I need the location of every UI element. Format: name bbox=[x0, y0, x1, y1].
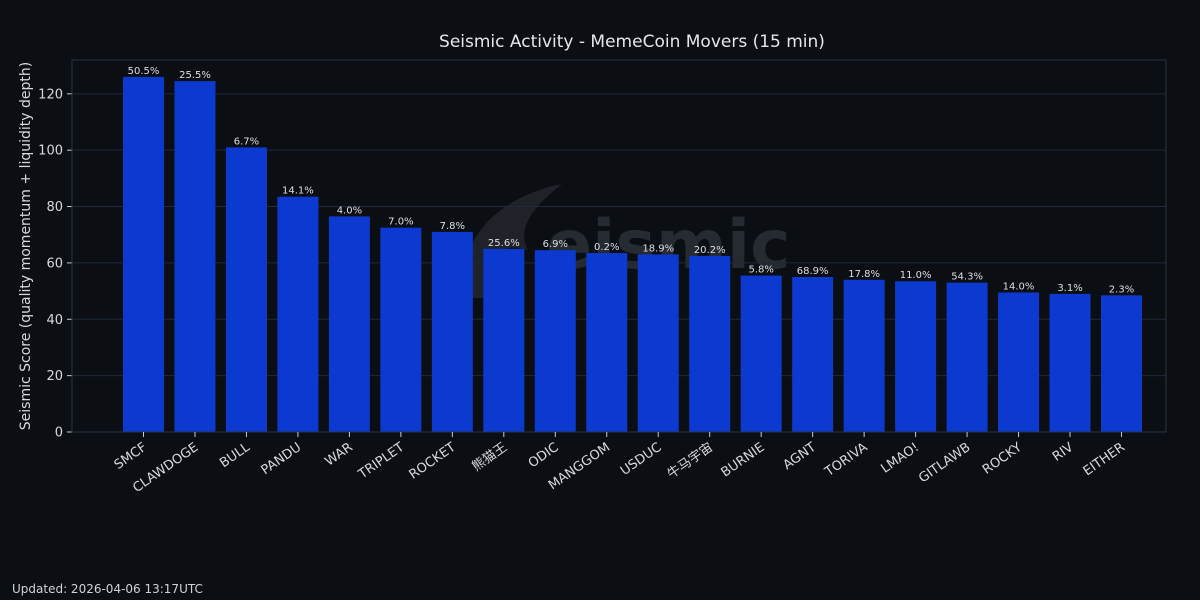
x-tick-label: BURNIE bbox=[719, 440, 768, 481]
bar-data-label: 50.5% bbox=[128, 66, 160, 77]
bar bbox=[534, 250, 576, 432]
bar-data-label: 4.0% bbox=[337, 205, 362, 216]
x-tick-label: SMCF bbox=[112, 440, 150, 473]
bar bbox=[843, 279, 885, 432]
x-tick-label: PANDU bbox=[259, 440, 305, 478]
bar-data-label: 7.8% bbox=[440, 221, 465, 232]
bar bbox=[637, 254, 679, 432]
bar-data-label: 54.3% bbox=[951, 272, 983, 283]
bar-data-label: 2.3% bbox=[1109, 284, 1134, 295]
y-tick-label: 60 bbox=[46, 256, 63, 271]
bars bbox=[123, 76, 1142, 433]
y-tick-label: 0 bbox=[55, 426, 63, 441]
bar-data-label: 18.9% bbox=[642, 243, 674, 254]
bar bbox=[792, 277, 834, 432]
x-tick-label: ROCKET bbox=[407, 440, 459, 483]
bar bbox=[740, 275, 782, 432]
bar-data-label: 20.2% bbox=[694, 245, 726, 256]
bar bbox=[328, 216, 370, 432]
x-tick-label: RIV bbox=[1050, 440, 1077, 465]
bar bbox=[586, 253, 628, 432]
x-tick-label: ODIC bbox=[526, 440, 562, 471]
plot-frame bbox=[71, 59, 1167, 433]
bar bbox=[483, 248, 525, 432]
data-labels: 50.5% 25.5% 6.7% 14.1% 4.0% 7.0% 7.8% 25.6% 6.9%… bbox=[128, 66, 1135, 295]
bar-data-label: 14.0% bbox=[1003, 282, 1035, 293]
x-tick-label: TORIVA bbox=[822, 440, 871, 480]
bar-data-label: 5.8% bbox=[748, 265, 773, 276]
x-tick-label: GITLAWB bbox=[916, 440, 973, 486]
chart-title: Seismic Activity - MemeCoin Movers (15 m… bbox=[439, 32, 825, 52]
y-tick-label: 100 bbox=[38, 144, 63, 159]
bar bbox=[895, 281, 937, 432]
y-tick-labels: 0 20 40 60 80 100 120 bbox=[38, 87, 63, 440]
bar bbox=[1049, 293, 1091, 432]
bar-data-label: 68.9% bbox=[797, 266, 829, 277]
bar bbox=[123, 76, 164, 432]
x-tick-label: 牛马宇宙 bbox=[665, 440, 716, 482]
bar bbox=[225, 147, 267, 432]
y-tick-label: 20 bbox=[46, 369, 63, 384]
bar bbox=[174, 81, 216, 433]
y-tick-label: 40 bbox=[46, 313, 63, 328]
bar-data-label: 0.2% bbox=[594, 242, 619, 253]
x-tick-label: EITHER bbox=[1081, 440, 1128, 479]
bar-data-label: 25.5% bbox=[179, 70, 211, 81]
y-tick-label: 80 bbox=[46, 200, 63, 215]
x-tick-label: AGNT bbox=[781, 440, 819, 473]
axes bbox=[67, 59, 1167, 437]
x-tick-label: BULL bbox=[217, 440, 253, 472]
bar bbox=[1101, 295, 1142, 432]
bar bbox=[380, 227, 422, 432]
bar-data-label: 6.7% bbox=[234, 136, 259, 147]
x-tick-label: WAR bbox=[322, 440, 355, 470]
bar-data-label: 14.1% bbox=[282, 186, 314, 197]
bar-data-label: 11.0% bbox=[900, 270, 932, 281]
bar-data-label: 17.8% bbox=[848, 269, 880, 280]
bar-data-label: 3.1% bbox=[1057, 283, 1082, 294]
bar bbox=[998, 292, 1040, 432]
y-tick-label: 120 bbox=[38, 87, 63, 102]
bar-data-label: 7.0% bbox=[388, 217, 413, 228]
bar bbox=[946, 282, 988, 432]
x-tick-label: LMAO! bbox=[878, 440, 921, 477]
updated-timestamp: Updated: 2026-04-06 13:17UTC bbox=[12, 582, 203, 596]
x-tick-label: USDUC bbox=[618, 440, 665, 479]
x-tick-label: ROCKY bbox=[980, 440, 1025, 478]
x-tick-label: TRIPLET bbox=[355, 440, 407, 483]
bar-data-label: 6.9% bbox=[543, 239, 568, 250]
bar bbox=[277, 196, 319, 432]
bar bbox=[431, 231, 473, 432]
x-tick-label: 熊猫王 bbox=[469, 439, 510, 474]
y-axis-label: Seismic Score (quality momentum + liquid… bbox=[18, 62, 34, 430]
bar-data-label: 25.6% bbox=[488, 238, 520, 249]
bar bbox=[689, 255, 731, 432]
